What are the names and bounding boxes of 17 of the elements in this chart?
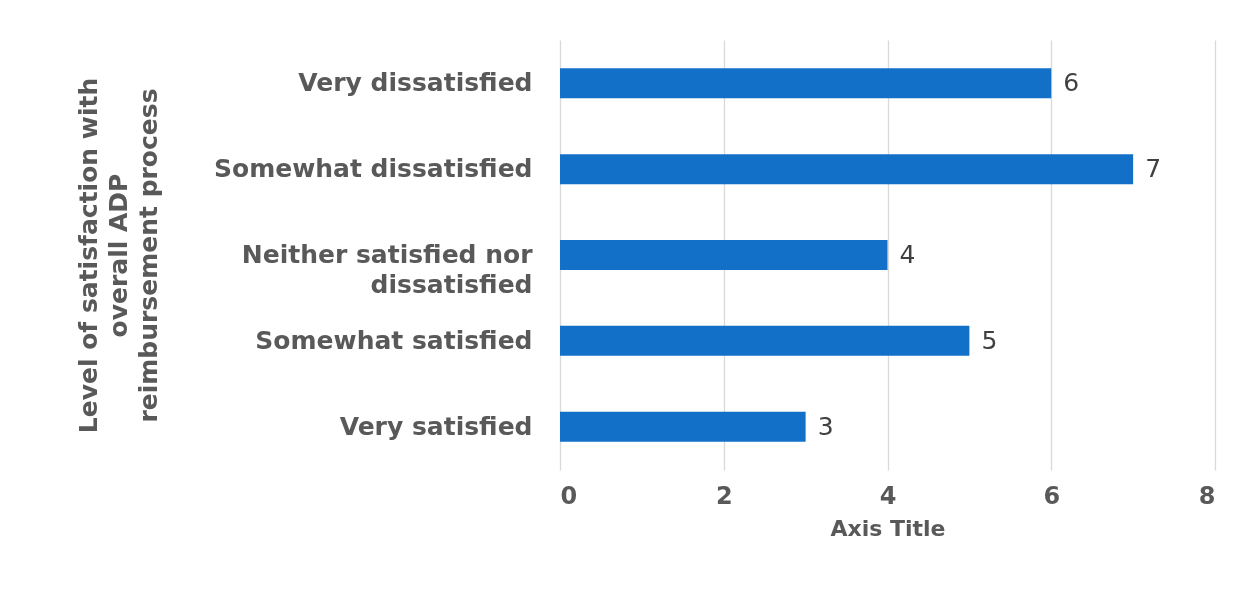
y-tick-label: Neither satisfied nor dissatisfied (241, 240, 534, 299)
x-tick-label: 0 (560, 481, 578, 510)
x-tick-label: 4 (879, 481, 897, 510)
data-label: 3 (817, 411, 834, 441)
x-tick-label: 2 (715, 481, 733, 510)
y-tick-label: Somewhat dissatisfied (214, 154, 533, 184)
data-label: 4 (899, 240, 916, 269)
x-tick-label: 6 (1043, 481, 1061, 510)
data-label: 5 (981, 325, 998, 355)
y-tick-label: Very dissatisfied (298, 68, 533, 98)
data-label: 7 (1145, 154, 1162, 184)
y-tick-label: Somewhat satisfied (255, 325, 533, 355)
x-axis-title: Axis Title (830, 515, 946, 541)
y-tick-label: Very satisfied (339, 411, 533, 441)
x-tick-label: 8 (1198, 481, 1216, 510)
y-axis-title: Level of satisfaction with overall ADP reimbursement process (73, 77, 163, 434)
data-label: 6 (1063, 68, 1080, 98)
